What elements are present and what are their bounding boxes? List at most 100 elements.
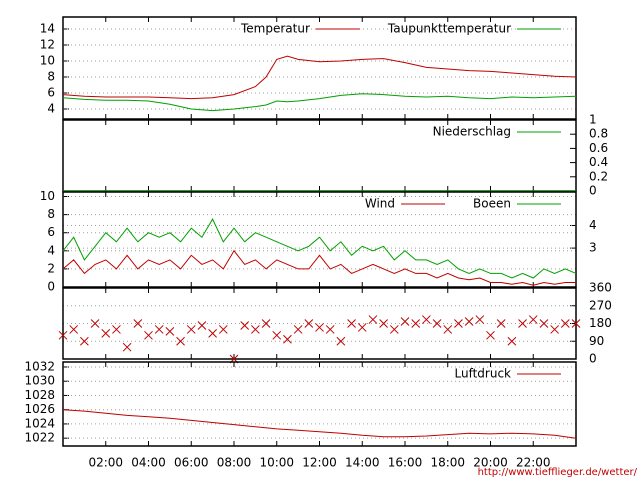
point — [432, 319, 442, 328]
point — [528, 315, 538, 324]
point — [218, 325, 228, 334]
y2-tick-label: 270 — [589, 298, 612, 312]
y2-tick-label: 360 — [589, 281, 612, 295]
y-tick-label: 1028 — [24, 388, 55, 402]
panel-frame — [62, 16, 577, 120]
point — [80, 336, 89, 346]
point — [336, 336, 346, 346]
y-tick-label: 0 — [47, 280, 55, 294]
y2-tick-label: 1 — [589, 113, 597, 127]
point — [389, 325, 399, 334]
point — [112, 325, 121, 334]
point — [144, 330, 153, 340]
point — [154, 325, 164, 334]
point — [58, 330, 68, 340]
point — [325, 325, 335, 334]
point — [261, 319, 271, 328]
point — [464, 317, 474, 326]
x-tick-label: 06:00 — [174, 456, 209, 470]
point — [101, 329, 111, 338]
series-line — [62, 93, 577, 112]
y-tick-label: 1030 — [24, 374, 55, 388]
point — [165, 327, 175, 336]
point — [176, 336, 185, 346]
x-tick-label: 14:00 — [345, 456, 380, 470]
point — [315, 323, 324, 332]
point — [443, 325, 453, 334]
y-tick-label: 10 — [40, 189, 55, 203]
y-tick-label: 1026 — [24, 402, 55, 416]
y2-tick-label: 0.2 — [589, 169, 608, 183]
point — [240, 321, 250, 330]
legend-label: Taupunkttemperatur — [387, 22, 511, 36]
point — [400, 317, 410, 326]
y-tick-label: 8 — [47, 70, 55, 84]
footer-url: http://www.tiefflieger.de/wetter/ — [478, 467, 638, 478]
legend-label: Niederschlag — [433, 125, 511, 139]
point — [422, 315, 431, 324]
x-tick-label: 18:00 — [430, 456, 465, 470]
legend-label: Temperatur — [240, 22, 310, 36]
point — [122, 342, 132, 352]
y-tick-label: 2 — [47, 261, 55, 275]
point — [293, 325, 303, 334]
y-tick-label: 4 — [47, 243, 55, 257]
x-tick-label: 04:00 — [131, 456, 166, 470]
series-line — [62, 249, 576, 286]
point — [357, 323, 367, 332]
x-tick-label: 22:00 — [516, 456, 551, 470]
point — [133, 319, 143, 328]
point — [197, 321, 207, 330]
point — [560, 319, 570, 328]
legend-label: Luftdruck — [454, 367, 511, 381]
y-tick-label: 1024 — [24, 416, 55, 430]
series-line — [62, 218, 577, 279]
x-tick-label: 08:00 — [217, 456, 252, 470]
y2-tick-label: 0.8 — [589, 127, 608, 141]
point — [186, 325, 196, 334]
x-tick-label: 16:00 — [388, 456, 423, 470]
point — [283, 334, 292, 344]
point — [208, 329, 217, 338]
legend-label: Wind — [365, 197, 395, 211]
x-tick-label: 02:00 — [88, 456, 123, 470]
x-tick-label: 10:00 — [259, 456, 294, 470]
y2-tick-label: 0.4 — [589, 155, 608, 169]
point — [496, 319, 506, 328]
point — [486, 330, 495, 340]
y-tick-label: 6 — [47, 225, 55, 239]
point — [69, 325, 79, 334]
point — [379, 319, 388, 328]
y-tick-label: 8 — [47, 207, 55, 221]
panel-frame — [62, 361, 577, 447]
y-tick-label: 10 — [40, 54, 55, 68]
y2-tick-label: 0 — [589, 184, 597, 198]
series-line — [62, 55, 577, 100]
legend-label: Boeen — [473, 197, 511, 211]
y-tick-label: 4 — [47, 102, 55, 116]
point — [90, 319, 100, 328]
y-tick-label: 1032 — [24, 359, 55, 373]
y-tick-label: 14 — [40, 22, 55, 36]
y2-tick-label: 90 — [589, 334, 604, 348]
point — [347, 319, 356, 328]
y2-tick-label: 3 — [589, 241, 597, 255]
y-tick-label: 1022 — [24, 431, 55, 445]
x-tick-label: 12:00 — [302, 456, 337, 470]
point — [475, 315, 485, 324]
y2-tick-label: 0.6 — [589, 141, 608, 155]
point — [550, 325, 559, 334]
point — [304, 319, 314, 328]
series-line — [62, 409, 577, 439]
point — [368, 315, 378, 324]
point — [411, 319, 421, 328]
y2-tick-label: 0 — [589, 352, 597, 366]
point — [272, 330, 282, 340]
point — [518, 319, 527, 328]
point — [507, 336, 517, 346]
point — [571, 319, 581, 328]
point — [454, 319, 463, 328]
y2-tick-label: 4 — [589, 218, 597, 232]
point — [539, 319, 549, 328]
